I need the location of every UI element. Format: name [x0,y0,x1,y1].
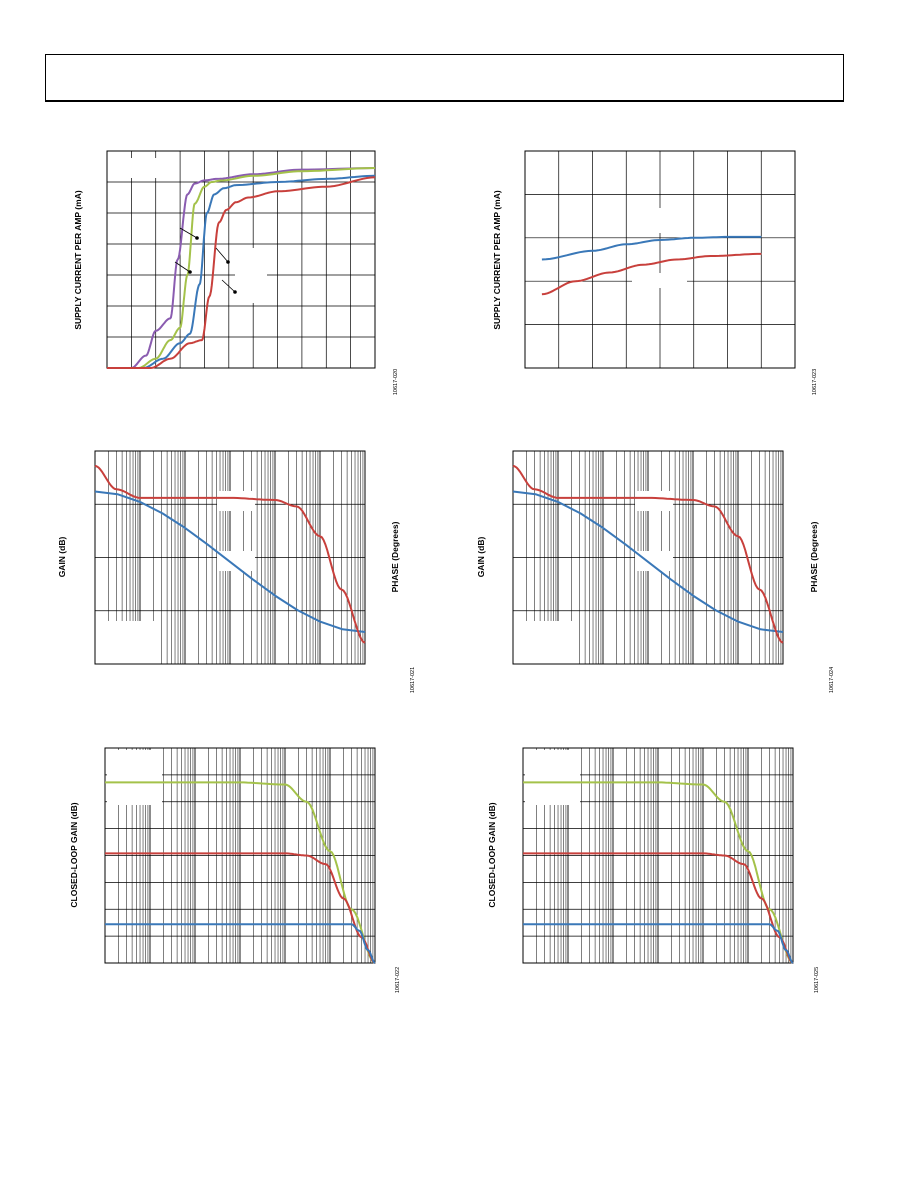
cl2-trace-green [523,781,794,964]
p1-frame [106,150,376,369]
blank-area [525,750,580,805]
supply-curve-blue [107,174,376,369]
arrow-head [233,290,237,294]
header-box [45,54,844,102]
blank-area [515,621,573,665]
supply-curve-purple [107,167,376,369]
cl2-trace-red [523,852,794,964]
arrow-head [226,260,230,264]
annotation-arrow [174,261,191,273]
blank-area [217,491,255,511]
blank-area [632,208,662,233]
blank-area [632,273,687,288]
p2-frame [524,150,796,369]
ol1-frame [94,450,366,665]
supply-curve-green [107,167,376,369]
blank-area [635,491,673,511]
blank-area [97,621,155,665]
annotation-arrow [221,279,236,293]
supply-curve-red [107,176,376,369]
cl2-trace-blue [523,923,794,964]
cl1-trace-red [105,852,376,964]
blank-area [112,158,162,178]
ol1-phase-trace [94,464,366,644]
ol1-gain-trace [94,490,366,633]
arrow-head [188,270,192,274]
annotation-arrow [179,227,198,239]
blank-area [635,551,673,571]
cl1-trace-blue [105,923,376,964]
arrow-head [195,236,199,240]
cl2-frame [522,747,794,964]
ol2-phase-trace [512,464,784,644]
cl1-trace-green [105,781,376,964]
blank-area [217,551,255,571]
blank-area [107,750,162,805]
blank-area [235,248,267,303]
supply-temp-curve-blue [541,235,762,261]
annotation-arrow [215,247,229,263]
cl1-frame [104,747,376,964]
ol2-gain-trace [512,490,784,633]
supply-temp-curve-red [541,252,762,296]
ol2-frame [512,450,784,665]
